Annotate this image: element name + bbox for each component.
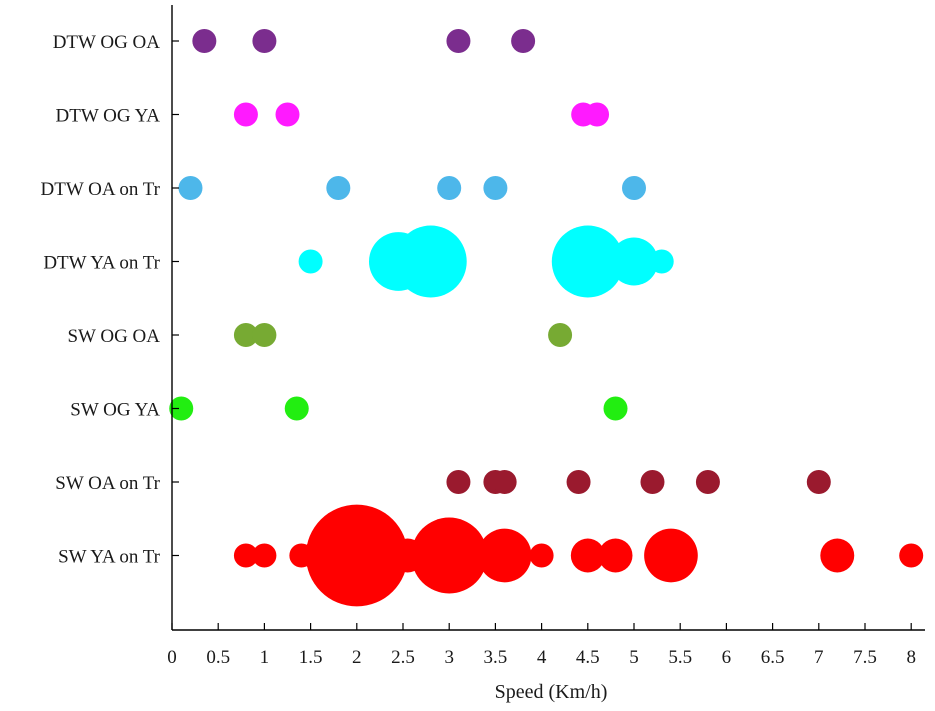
bubble-point (570, 538, 605, 573)
bubble-point (644, 528, 698, 583)
x-axis-title: Speed (Km/h) (495, 681, 608, 703)
bubble-point (598, 538, 633, 573)
bubble-point (511, 29, 536, 53)
category-label: SW OA on Tr (55, 473, 160, 494)
bubble-point (275, 102, 300, 127)
bubble-point (695, 470, 720, 494)
bubble-point (566, 470, 591, 494)
bubble-point (610, 237, 658, 286)
bubble-point (169, 396, 194, 421)
bubble-point (492, 470, 517, 494)
x-tick-label: 1.5 (299, 647, 323, 668)
bubble-point (252, 543, 277, 568)
bubble-point (649, 249, 674, 274)
category-label: SW OG YA (70, 400, 160, 421)
bubble-point (446, 29, 471, 53)
category-label: DTW OA on Tr (41, 179, 161, 200)
category-label: DTW OG OA (53, 32, 161, 53)
x-tick-label: 5.5 (668, 647, 692, 668)
bubble-point (585, 102, 610, 127)
x-ticks-layer: 0 0.5 1 1.5 2 2.5 3 3.5 4 4.5 5 5.5 6 6.5 7 7.5 8 (167, 623, 916, 668)
series-sw-oa-on-tr (446, 470, 831, 494)
bubble-point (252, 323, 277, 347)
x-tick-label: 2.5 (391, 647, 415, 668)
series-dtw-oa-on-tr (178, 176, 646, 200)
bubble-point (394, 225, 467, 298)
bubble-point (603, 396, 628, 421)
series-dtw-ya-on-tr (298, 225, 674, 298)
bubble-point (899, 543, 924, 568)
bubble-point (233, 323, 258, 347)
bubble-point (411, 517, 488, 594)
series-sw-og-ya (169, 396, 628, 421)
category-label: DTW OG YA (56, 106, 161, 127)
bubble-point (820, 538, 855, 573)
bubbles-layer (169, 29, 924, 607)
series-dtw-og-oa (192, 29, 536, 53)
x-tick-label: 3 (444, 647, 454, 668)
bubble-point (483, 176, 508, 200)
bubble-point (548, 323, 573, 347)
x-tick-label: 3.5 (484, 647, 508, 668)
bubble-point (233, 102, 258, 127)
x-tick-label: 1 (260, 647, 270, 668)
x-tick-label: 7 (814, 647, 824, 668)
x-tick-label: 7.5 (853, 647, 877, 668)
bubble-point (806, 470, 831, 494)
x-tick-label: 4.5 (576, 647, 600, 668)
axes-layer (171, 5, 925, 631)
category-label: SW OG OA (67, 326, 160, 347)
category-label: DTW YA on Tr (43, 253, 160, 274)
bubble-point (529, 543, 554, 568)
series-sw-ya-on-tr (233, 504, 924, 607)
y-labels-layer: DTW OG OA DTW OG YA DTW OA on Tr DTW YA on … (41, 32, 179, 568)
bubble-point (640, 470, 665, 494)
x-tick-label: 5 (629, 647, 639, 668)
bubble-point (326, 176, 351, 200)
bubble-point (284, 396, 309, 421)
x-tick-label: 0.5 (206, 647, 230, 668)
category-label: SW YA on Tr (58, 547, 161, 568)
bubble-point (551, 225, 624, 298)
bubble-point (437, 176, 462, 200)
bubble-point (178, 176, 203, 200)
x-tick-label: 2 (352, 647, 362, 668)
x-tick-label: 6.5 (761, 647, 785, 668)
bubble-point (192, 29, 217, 53)
bubble-point (252, 29, 277, 53)
bubble-point (622, 176, 646, 200)
x-tick-label: 6 (722, 647, 732, 668)
bubble-point (477, 528, 532, 583)
x-tick-label: 0 (167, 647, 177, 668)
bubble-point (305, 504, 408, 607)
x-tick-label: 4 (537, 647, 547, 668)
bubble-point (233, 543, 258, 568)
bubble-point (446, 470, 471, 494)
series-sw-og-oa (233, 323, 573, 347)
x-tick-label: 8 (906, 647, 916, 668)
series-dtw-og-ya (233, 102, 610, 127)
bubble-point (298, 249, 323, 274)
